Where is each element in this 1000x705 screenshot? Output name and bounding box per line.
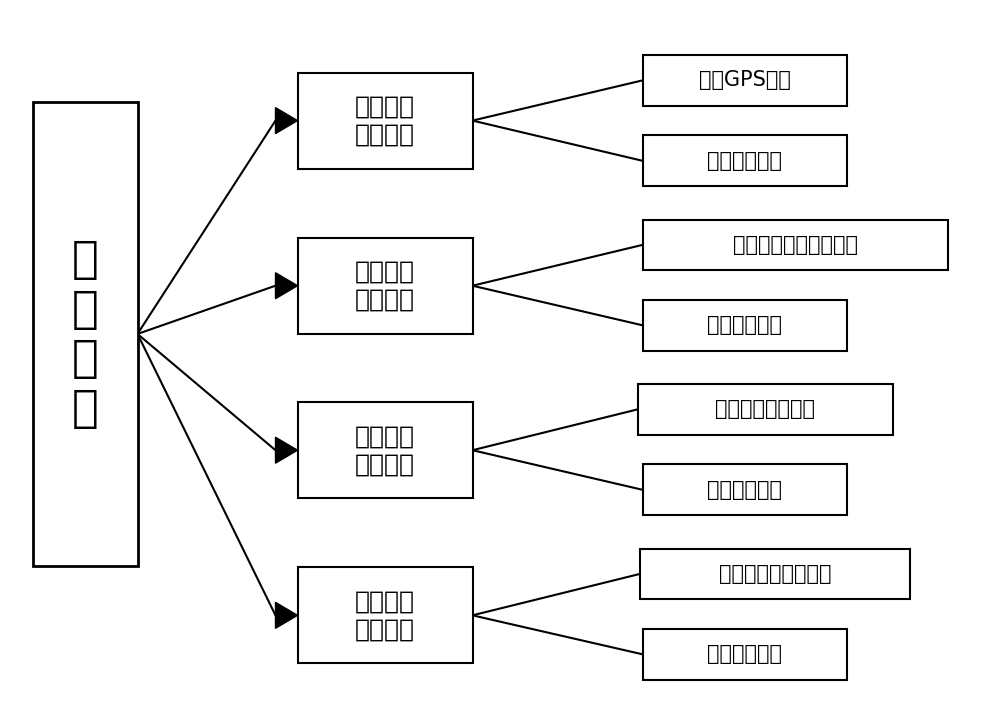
FancyBboxPatch shape	[33, 102, 138, 566]
Text: 空间定位
控制模块: 空间定位 控制模块	[355, 94, 415, 147]
Polygon shape	[275, 273, 298, 299]
Text: 信号传输控制: 信号传输控制	[708, 315, 782, 336]
Text: 无线通讯设备: 无线通讯设备	[708, 151, 782, 171]
FancyBboxPatch shape	[298, 73, 473, 168]
Text: 测试结果输出: 测试结果输出	[708, 644, 782, 664]
Text: 绞车GPS定位: 绞车GPS定位	[699, 70, 791, 90]
Text: 信号存储装置: 信号存储装置	[708, 480, 782, 500]
Text: 弱磁信号接收装置: 弱磁信号接收装置	[715, 400, 815, 419]
FancyBboxPatch shape	[642, 135, 847, 186]
FancyBboxPatch shape	[642, 465, 847, 515]
Text: 主
控
系
统: 主 控 系 统	[72, 238, 98, 430]
Polygon shape	[275, 108, 298, 133]
Text: 磁接收传感器开关控制: 磁接收传感器开关控制	[732, 235, 858, 255]
FancyBboxPatch shape	[298, 403, 473, 498]
Text: 弱磁信号
控制模块: 弱磁信号 控制模块	[355, 260, 415, 312]
FancyBboxPatch shape	[638, 384, 893, 435]
FancyBboxPatch shape	[640, 548, 910, 599]
FancyBboxPatch shape	[298, 568, 473, 663]
Text: 数据处理
模　　块: 数据处理 模 块	[355, 589, 415, 642]
FancyBboxPatch shape	[298, 238, 473, 333]
FancyBboxPatch shape	[642, 629, 847, 680]
FancyBboxPatch shape	[642, 300, 847, 350]
Polygon shape	[275, 602, 298, 628]
FancyBboxPatch shape	[642, 55, 847, 106]
Text: 信号输入
模　　块: 信号输入 模 块	[355, 424, 415, 476]
FancyBboxPatch shape	[643, 219, 948, 270]
Text: 弱磁信号数据后处理: 弱磁信号数据后处理	[719, 564, 831, 584]
Polygon shape	[275, 437, 298, 463]
